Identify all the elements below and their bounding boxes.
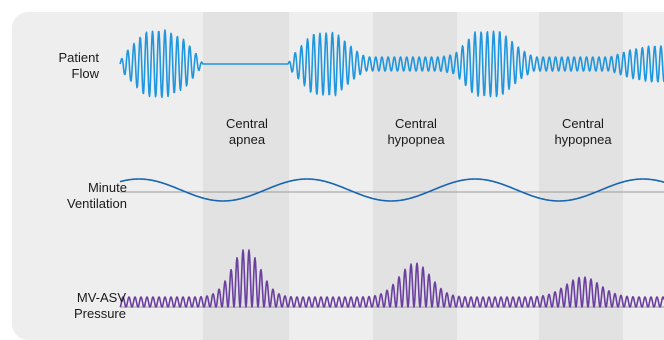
event-label-central-hypopnea-1: Central hypopnea [387, 116, 445, 147]
minute-ventilation-curve [119, 178, 664, 202]
event-label-central-hypopnea-2: Central hypopnea [554, 116, 612, 147]
event-band-1 [203, 12, 289, 340]
row-label-minute-ventilation: Minute Ventilation [67, 180, 127, 211]
mv-asv-pressure-waveform [119, 249, 664, 308]
waveform-plot [119, 29, 664, 308]
event-label-central-apnea: Central apnea [226, 116, 268, 147]
patient-flow-waveform [119, 29, 664, 99]
diagram-card [12, 12, 664, 340]
row-label-patient-flow: Patient Flow [58, 50, 99, 81]
row-label-mv-asv-pressure: MV-ASV Pressure [73, 290, 126, 321]
